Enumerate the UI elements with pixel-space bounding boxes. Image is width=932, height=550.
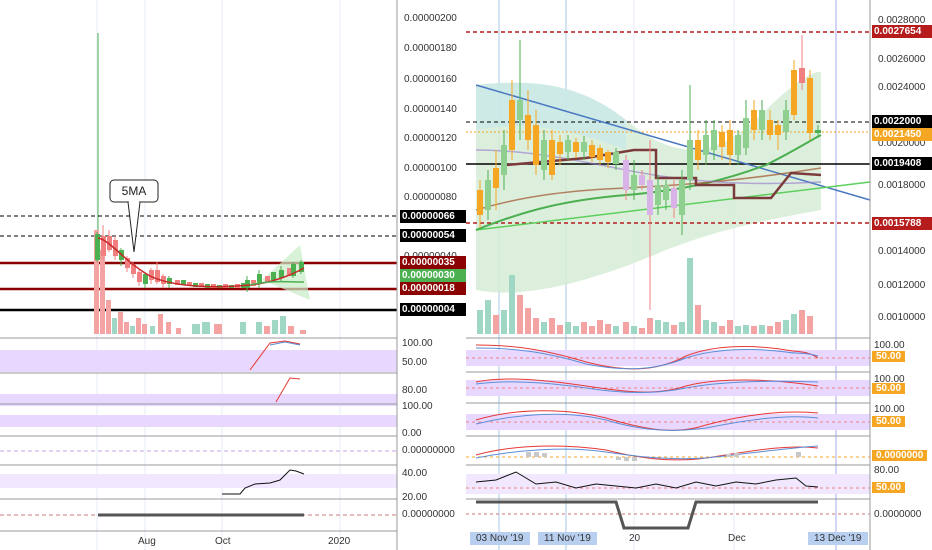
left-date-axis[interactable]: Aug Oct 2020 xyxy=(0,534,397,550)
sub-tag: 0.0000000 xyxy=(872,450,928,461)
left-rsi-band-1 xyxy=(0,350,397,372)
left-ma-red xyxy=(97,237,305,288)
left-rsi-band-3 xyxy=(0,415,397,427)
sub-tag: 50.00 xyxy=(872,482,906,493)
left-price-axis[interactable]: 0.00000200 0.00000180 0.00000160 0.00000… xyxy=(400,0,466,338)
left-rsi-band-2 xyxy=(0,394,397,406)
right-price-tag: 0.0019408 xyxy=(872,157,932,170)
left-volume-bars xyxy=(94,230,306,334)
price-tag-35: 0.00000035 xyxy=(400,256,466,269)
right-volume-bars xyxy=(477,258,813,334)
date-tick-highlight: 11 Nov '19 xyxy=(538,532,597,545)
right-price-tick: 0.0010000 xyxy=(878,312,926,323)
left-price-tick: 0.00000120 xyxy=(404,133,457,144)
right-price-tick: 0.0018000 xyxy=(878,180,926,191)
right-date-axis[interactable]: 03 Nov '19 11 Nov '19 20 Dec 13 Dec '19 xyxy=(466,530,870,550)
left-chart-canvas[interactable]: 5MA xyxy=(0,0,466,550)
left-price-tick: 0.00000180 xyxy=(404,43,457,54)
price-tag-66: 0.00000066 xyxy=(400,210,466,223)
right-candles xyxy=(477,35,821,310)
right-chart-canvas[interactable] xyxy=(466,0,932,550)
right-price-axis[interactable]: 0.0028000 0.0026000 0.0024000 0.0020000 … xyxy=(872,0,932,338)
right-price-tag: 0.0027654 xyxy=(872,25,932,38)
sub-tick: 0.00 xyxy=(402,428,422,439)
right-price-tag: 0.0015788 xyxy=(872,217,932,230)
right-price-tick: 0.0026000 xyxy=(878,54,926,65)
sub-tick: 100.00 xyxy=(874,374,905,385)
date-tick: 2020 xyxy=(328,536,351,547)
right-chart-panel[interactable]: 0.0028000 0.0026000 0.0024000 0.0020000 … xyxy=(466,0,932,550)
sub-tag: 50.00 xyxy=(872,383,906,394)
price-tag-30: 0.00000030 xyxy=(400,269,466,282)
sub-tag: 50.00 xyxy=(872,416,906,427)
ma-callout: 5MA xyxy=(109,179,159,253)
date-tick: Oct xyxy=(215,536,231,547)
right-price-tick: 0.0012000 xyxy=(878,280,926,291)
right-price-tick: 0.0014000 xyxy=(878,246,926,257)
left-price-tick: 0.00000100 xyxy=(404,163,457,174)
date-tick-highlight: 13 Dec '19 xyxy=(808,532,868,545)
left-price-tick: 0.00000080 xyxy=(404,192,457,203)
sub-tick: 0.00000000 xyxy=(402,509,455,520)
sub-tick: 0.00000000 xyxy=(402,445,455,456)
right-price-tag: 0.0022000 xyxy=(872,115,932,128)
sub-tick: 100.00 xyxy=(402,338,433,349)
right-price-tick: 0.0028000 xyxy=(878,15,926,26)
sub-tick: 80.00 xyxy=(402,385,428,396)
left-price-tick: 0.00000160 xyxy=(404,74,457,85)
sub-tick: 40.00 xyxy=(402,468,428,479)
left-rsi-band-4 xyxy=(0,474,397,488)
sub-tick: 80.00 xyxy=(874,465,900,476)
sub-tick: 100.00 xyxy=(402,401,433,412)
date-tick: Aug xyxy=(138,536,156,547)
date-tick: Dec xyxy=(728,533,746,544)
right-price-tick: 0.0024000 xyxy=(878,82,926,93)
sub-tick: 100.00 xyxy=(874,340,905,351)
descending-trendline xyxy=(475,84,871,201)
left-sub-axes: 100.00 50.00 80.00 100.00 0.00 0.0000000… xyxy=(400,338,466,538)
left-price-tick: 0.00000200 xyxy=(404,13,457,24)
sub-tick: 20.00 xyxy=(402,492,428,503)
sub-tag: 50.00 xyxy=(872,351,906,362)
left-chart-panel[interactable]: 5MA 0.00000200 0.00000180 0.00000160 0.0… xyxy=(0,0,466,550)
sub-tick: 100.00 xyxy=(874,404,905,415)
date-tick: 20 xyxy=(629,533,641,544)
right-price-tag: 0.0021450 xyxy=(872,128,932,141)
price-tag-54: 0.00000054 xyxy=(400,229,466,242)
left-price-tick: 0.00000140 xyxy=(404,104,457,115)
right-sub-axes: 100.00 50.00 100.00 50.00 100.00 50.00 0… xyxy=(872,338,932,538)
right-price-tick: 0.0020000 xyxy=(878,138,926,149)
price-tag-18: 0.00000018 xyxy=(400,282,466,295)
ma-callout-label: 5MA xyxy=(122,184,147,198)
price-tag-04: 0.00000004 xyxy=(400,303,466,316)
sub-tick: 50.00 xyxy=(402,357,428,368)
date-tick-highlight: 03 Nov '19 xyxy=(470,532,530,545)
sub-tick: 0.0000000 xyxy=(874,509,922,520)
